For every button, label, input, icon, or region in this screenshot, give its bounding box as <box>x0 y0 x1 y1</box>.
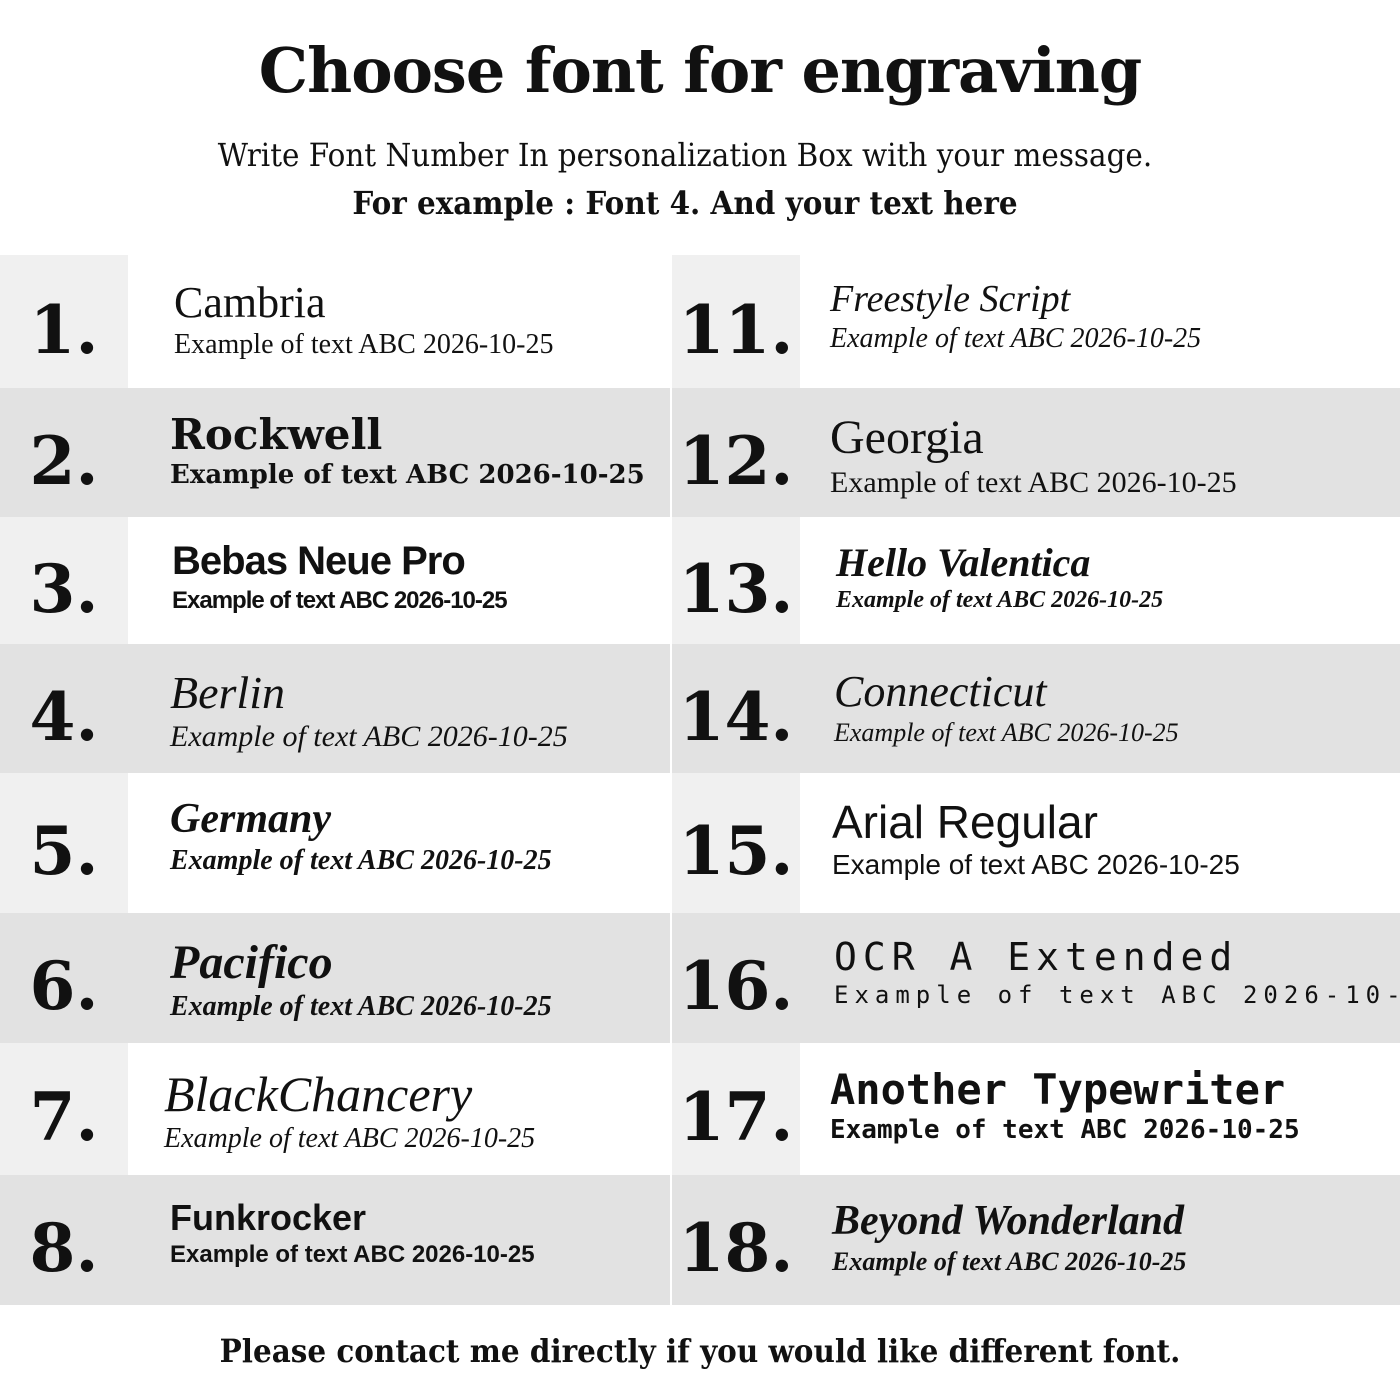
font-sample: Example of text ABC 2026-10-25 <box>836 587 1164 613</box>
font-sample: Example of text ABC 2026-10-25 <box>830 466 1237 499</box>
number-cell <box>672 388 800 517</box>
number-cell <box>672 255 800 388</box>
font-name: Pacifico <box>170 936 333 989</box>
font-name: Germany <box>170 796 331 842</box>
font-sample: Example of text ABC 2026-10-25 <box>834 718 1179 747</box>
example-line: For example : Font 4. And your text here <box>352 184 1018 222</box>
font-number: 5. <box>29 812 99 890</box>
font-sample: Example of text ABC 2026-10-25 <box>834 981 1400 1009</box>
font-number: 12. <box>678 421 794 500</box>
font-name: Beyond Wonderland <box>832 1198 1184 1244</box>
instruction: Write Font Number In personalization Box… <box>217 136 1153 174</box>
font-name: BlackChancery <box>164 1066 473 1122</box>
font-sample: Example of text ABC 2026-10-25 <box>174 329 554 360</box>
font-sample: Example of text ABC 2026-10-25 <box>832 849 1240 880</box>
number-cell <box>0 517 128 644</box>
font-name: Hello Valentica <box>836 540 1091 585</box>
font-sample: Example of text ABC 2026-10-25 <box>830 323 1202 354</box>
font-sample: Example of text ABC 2026-10-25 <box>830 1115 1300 1145</box>
font-name: Bebas Neue Pro <box>172 539 466 583</box>
font-number: 16. <box>678 947 794 1025</box>
font-number: 1. <box>29 290 99 369</box>
font-number: 3. <box>29 549 99 628</box>
font-number: 2. <box>29 421 99 500</box>
number-cell <box>672 1043 800 1175</box>
number-cell <box>672 517 800 644</box>
font-sample: Example of text ABC 2026-10-25 <box>172 587 508 614</box>
font-name: OCR A Extended <box>834 935 1239 979</box>
font-name: Another Typewriter <box>830 1065 1286 1114</box>
font-name: Cambria <box>174 278 326 327</box>
font-name: Connecticut <box>834 667 1047 716</box>
font-sample: Example of text ABC 2026-10-25 <box>170 991 552 1022</box>
font-number: 14. <box>678 677 794 756</box>
font-number: 4. <box>29 677 99 756</box>
font-number: 18. <box>678 1209 794 1287</box>
font-sample: Example of text ABC 2026-10-25 <box>164 1123 536 1154</box>
font-number: 6. <box>29 947 99 1025</box>
font-sample: Example of text ABC 2026-10-25 <box>170 845 552 876</box>
number-cell <box>0 913 128 1043</box>
font-name: Funkrocker <box>170 1197 367 1238</box>
font-number: 11. <box>678 290 794 369</box>
number-cell <box>0 644 128 773</box>
font-name: Freestyle Script <box>830 278 1071 320</box>
number-cell <box>672 913 800 1043</box>
number-cell <box>0 1043 128 1175</box>
font-number: 13. <box>678 549 794 628</box>
font-name: Rockwell <box>170 410 383 459</box>
font-sample: Example of text ABC 2026-10-25 <box>832 1247 1187 1276</box>
font-name: Berlin <box>170 667 285 718</box>
title: Choose font for engraving <box>258 34 1142 107</box>
number-cell <box>672 773 800 913</box>
number-cell <box>672 644 800 773</box>
number-cell <box>0 388 128 517</box>
number-cell <box>0 255 128 388</box>
font-sample: Example of text ABC 2026-10-25 <box>170 1241 535 1268</box>
footer: Please contact me directly if you would … <box>219 1332 1181 1370</box>
font-sample: Example of text ABC 2026-10-25 <box>170 720 568 753</box>
font-number: 17. <box>678 1078 794 1156</box>
font-number: 8. <box>29 1209 99 1287</box>
font-number: 15. <box>678 812 794 890</box>
number-cell <box>0 1175 128 1305</box>
font-sample: Example of text ABC 2026-10-25 <box>170 460 645 490</box>
font-name: Arial Regular <box>832 796 1098 848</box>
font-number: 7. <box>29 1078 99 1156</box>
number-cell <box>0 773 128 913</box>
number-cell <box>672 1175 800 1305</box>
font-name: Georgia <box>830 411 984 464</box>
